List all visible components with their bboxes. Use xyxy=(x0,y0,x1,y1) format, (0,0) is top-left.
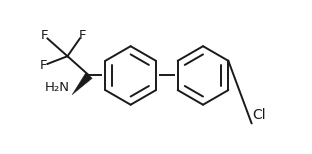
Text: F: F xyxy=(78,29,86,42)
Text: H₂N: H₂N xyxy=(45,81,70,94)
Text: F: F xyxy=(41,29,48,43)
Text: F: F xyxy=(40,59,48,72)
Text: Cl: Cl xyxy=(252,108,266,122)
Polygon shape xyxy=(72,73,92,95)
